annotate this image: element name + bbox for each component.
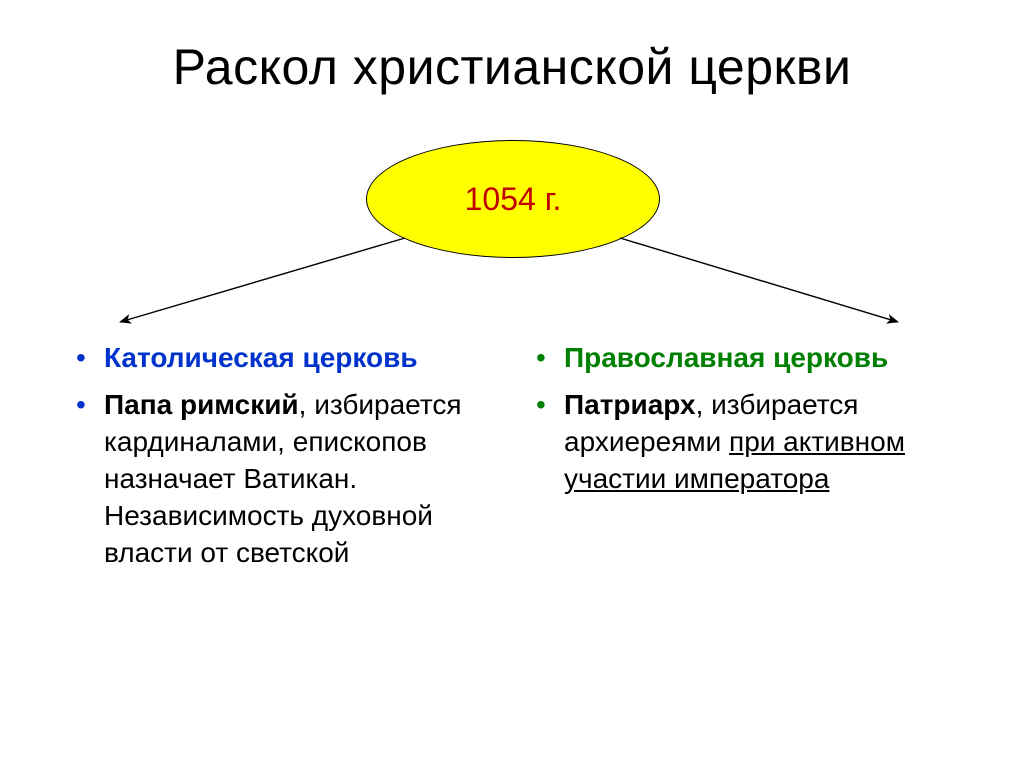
right-item-header: • Православная церковь bbox=[530, 340, 950, 377]
arrow-right bbox=[620, 238, 898, 322]
slide-title: Раскол христианской церкви bbox=[0, 38, 1024, 96]
bullet-icon: • bbox=[76, 387, 86, 424]
catholic-header: Католическая церковь bbox=[104, 342, 418, 373]
orthodox-lead: Патриарх bbox=[564, 389, 696, 420]
bullet-icon: • bbox=[536, 387, 546, 424]
left-column: • Католическая церковь • Папа римский, и… bbox=[70, 340, 490, 582]
bullet-icon: • bbox=[76, 340, 86, 377]
left-item-header: • Католическая церковь bbox=[70, 340, 490, 377]
year-text: 1054 г. bbox=[465, 181, 562, 218]
catholic-lead: Папа римский bbox=[104, 389, 299, 420]
left-item-body: • Папа римский, избирается кардиналами, … bbox=[70, 387, 490, 572]
bullet-icon: • bbox=[536, 340, 546, 377]
right-column: • Православная церковь • Патриарх, избир… bbox=[530, 340, 950, 508]
slide: Раскол христианской церкви 1054 г. • Кат… bbox=[0, 0, 1024, 767]
arrow-left bbox=[120, 238, 405, 322]
orthodox-header: Православная церковь bbox=[564, 342, 888, 373]
year-ellipse: 1054 г. bbox=[366, 140, 660, 258]
right-item-body: • Патриарх, избирается архиереями при ак… bbox=[530, 387, 950, 498]
